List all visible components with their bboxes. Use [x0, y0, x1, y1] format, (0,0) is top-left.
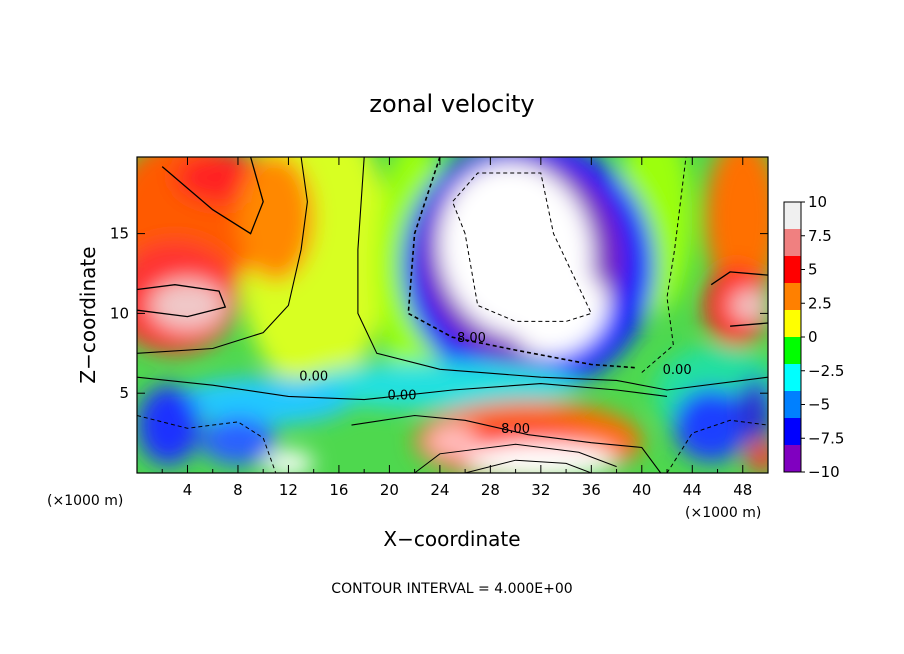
x-tick-label: 32 — [531, 481, 550, 499]
plot-frame — [136, 156, 769, 474]
colorbar-swatch — [784, 283, 801, 311]
colorbar: 10 7.5 5 2.5 0 −2.5 −5 −7.5 −10 — [783, 193, 844, 481]
contour-label: 0.00 — [388, 389, 417, 404]
x-tick-label: 36 — [582, 481, 601, 499]
y-axis-label: Z−coordinate — [76, 246, 100, 383]
contour-label: 0.00 — [299, 369, 328, 384]
x-tick-label: 24 — [430, 481, 449, 499]
colorbar-swatch — [784, 229, 801, 257]
colorbar-swatch — [784, 418, 801, 446]
field-blob — [730, 289, 768, 322]
x-tick-label: 12 — [279, 481, 298, 499]
contour-line — [137, 284, 227, 318]
field-blob — [736, 377, 768, 442]
x-axis-ticks: 4 8 12 16 20 24 28 32 36 40 44 48 — [161, 157, 752, 499]
contour-line — [137, 157, 308, 354]
contour-line — [641, 157, 687, 373]
field-blob — [465, 442, 617, 473]
field-blob — [704, 157, 768, 298]
x-axis-label: X−coordinate — [383, 527, 520, 551]
contour-labels: 0.00 0.00 8.00 8.00 0.00 — [299, 331, 691, 437]
contour-line — [407, 157, 636, 369]
x-tick-label: 44 — [683, 481, 702, 499]
contour-label: 8.00 — [457, 331, 486, 346]
contour-interval-footer: CONTOUR INTERVAL = 4.000E+00 — [331, 581, 572, 597]
contour-line — [666, 419, 768, 473]
colorbar-tick-label: −10 — [808, 463, 840, 481]
colorbar-tick-label: −5 — [808, 396, 830, 414]
x-tick-label: 16 — [329, 481, 348, 499]
chart-title: zonal velocity — [369, 90, 534, 118]
field-blob — [200, 417, 276, 466]
field-blob — [149, 279, 226, 331]
colorbar-tick-label: −2.5 — [808, 362, 844, 380]
x-tick-label: 4 — [183, 481, 193, 499]
colorbar-swatch — [784, 256, 801, 284]
field-blob — [673, 388, 750, 462]
field-blob — [427, 425, 478, 458]
colorbar-tick-label: 2.5 — [808, 294, 832, 312]
x-tick-label: 8 — [233, 481, 243, 499]
colorbar-swatch — [784, 445, 801, 473]
heatmap-field: 0.00 0.00 8.00 8.00 0.00 — [137, 157, 768, 473]
colorbar-tick-label: 5 — [808, 261, 818, 279]
y-tick-label: 15 — [110, 225, 129, 243]
field-blob — [301, 361, 579, 410]
colorbar-swatch — [784, 364, 801, 392]
x-tick-label: 48 — [733, 481, 752, 499]
contour-line — [357, 157, 768, 391]
colorbar-tick-label: 0 — [808, 328, 818, 346]
contour-label: 8.00 — [501, 422, 530, 437]
field-blob — [746, 441, 768, 473]
colorbar-swatch — [784, 310, 801, 338]
x-tick-label: 20 — [380, 481, 399, 499]
contour-line — [351, 414, 662, 473]
contour-line — [414, 443, 617, 473]
field-blob — [263, 450, 314, 473]
contour-line — [161, 157, 264, 235]
contour-label: 0.00 — [663, 363, 692, 378]
x-tick-label: 28 — [481, 481, 500, 499]
colorbar-swatch — [784, 202, 801, 230]
colorbar-tick-label: 10 — [808, 193, 827, 211]
contour-lines — [137, 157, 768, 473]
colorbar-tick-label: 7.5 — [808, 227, 832, 245]
colorbar-swatch — [784, 337, 801, 365]
field-blobs — [137, 157, 768, 473]
x-tick-label: 40 — [632, 481, 651, 499]
contour-line — [451, 172, 592, 322]
y-axis-ticks: 5 10 15 — [110, 225, 768, 402]
y-tick-label: 5 — [119, 384, 129, 402]
x-unit-left: (×1000 m) — [47, 493, 123, 509]
field-blob — [237, 157, 314, 282]
y-tick-label: 10 — [110, 304, 129, 322]
contour-line — [137, 376, 668, 401]
contour-line — [730, 322, 768, 327]
colorbar-swatch — [784, 391, 801, 419]
field-blob — [511, 270, 608, 357]
contour-line — [710, 271, 768, 286]
x-unit-right: (×1000 m) — [685, 505, 761, 521]
field-blob — [137, 385, 201, 466]
field-blob — [174, 377, 352, 426]
colorbar-tick-label: −7.5 — [808, 429, 844, 447]
